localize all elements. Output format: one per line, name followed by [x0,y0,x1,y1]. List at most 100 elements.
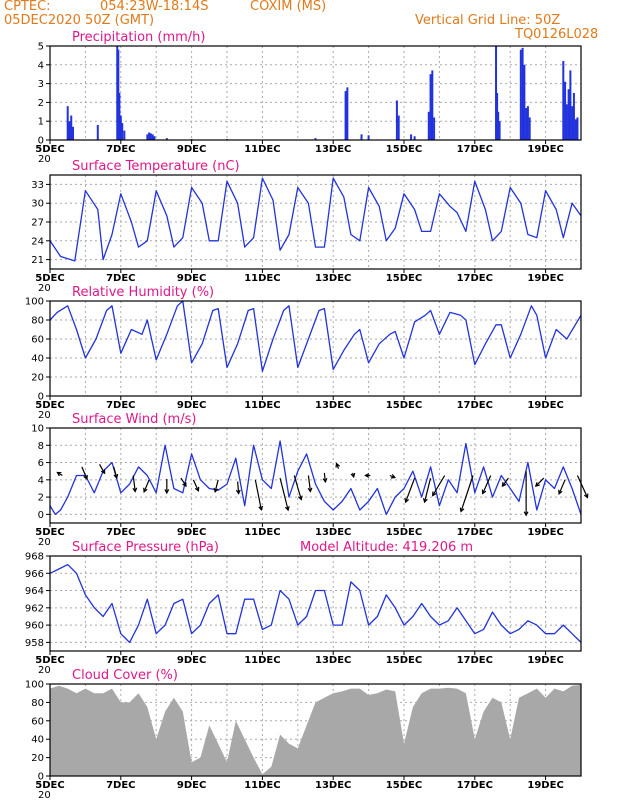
wind-vector-shaft [180,477,187,487]
precip-bar [118,93,121,140]
pressure-xtick-label: 5DEC [35,655,64,666]
wind-vector-head [390,474,396,479]
wind-vector-shaft [558,479,566,495]
pressure-annotation: Model Altitude: 419.206 m [300,540,473,555]
precip-bar [165,138,168,140]
pressure-ytick-label: 966 [25,569,44,580]
wind-vector-shaft [279,477,289,511]
humidity-ytick-label: 60 [31,335,44,346]
wind-ytick-label: 0 [38,510,44,521]
pressure-ytick-label: 964 [25,586,44,597]
pressure-frame [49,555,582,652]
wind-vector-head [481,489,487,495]
temperature-xtick-label: 7DEC [106,273,135,284]
cloud-xtick-label: 11DEC [244,780,280,791]
temperature-xtick-label: 17DEC [457,273,493,284]
wind-vector-shaft [113,466,118,479]
wind-vector-shaft [482,475,492,494]
precip-bar [523,64,526,140]
temperature-ytick-label: 24 [31,236,44,247]
humidity-frame [49,300,582,397]
pressure-xtick-label: 15DEC [386,655,422,666]
cloud-xtick-label: 5DEC [35,780,64,791]
precip-xtick-label: 15DEC [386,144,422,155]
wind-vector-shaft [99,463,106,474]
wind-vector-head [258,505,264,512]
cloud-area [50,684,581,776]
precip-bar [427,111,430,140]
wind-vector-shaft [132,475,136,492]
wind-vector-head [335,462,340,468]
temperature-xtick-label: 11DEC [244,273,280,284]
cloud-xtick-label: 17DEC [457,780,493,791]
precip-bar [569,70,572,140]
precip-bar [72,126,75,140]
humidity-ytick-label: 20 [31,373,44,384]
precip-xtick-label: 9DEC [177,144,206,155]
wind-vector-head [132,487,138,493]
cloud-ytick-label: 100 [25,680,44,691]
temperature-ytick-label: 30 [31,199,44,210]
cloud-xtick-label: 7DEC [106,780,135,791]
wind-vector-shaft [81,466,88,480]
wind-vector-shaft [432,475,446,496]
wind-ytick-label: 10 [31,424,44,435]
cloud-frame [49,683,582,777]
humidity-series-line [49,300,582,372]
wind-vector-head [501,482,507,488]
header-code: TQ0126L028 [515,27,599,42]
wind-vector-head [113,473,119,480]
humidity-xtick-label: 11DEC [244,400,280,411]
precip-bar [116,46,119,140]
precip-ytick-label: 5 [38,42,44,53]
wind-vector-shaft [460,475,474,512]
cloud-title: Cloud Cover (%) [72,668,178,683]
cloud-xtick-label: 19DEC [527,780,563,791]
precip-bar [519,49,522,141]
wind-frame [49,427,582,524]
precip-bar [314,138,317,140]
wind-vector-head [284,506,290,512]
humidity-xtick-label: 5DEC [35,400,64,411]
wind-vector-shaft [214,479,219,492]
wind-vector-shaft [576,475,589,498]
humidity-xtick-label: 13DEC [315,400,351,411]
pressure-ytick-label: 968 [25,552,44,563]
cloud-ytick-label: 60 [31,716,44,727]
precip-xtick-label: 11DEC [244,144,280,155]
pressure-xtick-label: 17DEC [457,655,493,666]
precip-xtick-label: 17DEC [457,144,493,155]
precip-bar [96,124,99,140]
wind-xtick-label: 7DEC [106,527,135,538]
cloud-ytick-label: 0 [38,772,44,783]
wind-vector-head [56,471,62,477]
precip-bar [526,106,529,140]
precip-bar [121,123,124,140]
pressure-series-line [49,563,582,644]
pressure-ytick-label: 960 [25,621,44,632]
humidity-xtick-label: 7DEC [106,400,135,411]
pressure-ytick-label: 962 [25,603,44,614]
wind-ytick-label: 4 [38,475,44,486]
precip-bar [497,111,500,140]
precip-bar [562,61,565,140]
temperature-frame [49,174,582,270]
humidity-xtick-label: 15DEC [386,400,422,411]
temperature-title: Surface Temperature (nC) [72,159,240,174]
precip-bar [521,47,524,140]
wind-vector-head [350,472,356,479]
precip-ytick-label: 2 [38,98,44,109]
precip-bar [151,134,154,140]
header-run: 05DEC2020 50Z (GMT) [4,13,155,28]
temperature-ytick-label: 33 [31,180,44,191]
wind-vector-head [404,498,409,504]
wind-ytick-label: 6 [38,458,44,469]
humidity-xtick-label: 9DEC [177,400,206,411]
temperature-xtick-label: 15DEC [386,273,422,284]
precip-ytick-label: 4 [38,60,44,71]
precip-bar [565,104,568,140]
wind-vector-shaft [423,477,432,503]
precip-xtick-label: 7DEC [106,144,135,155]
humidity-ytick-label: 0 [38,392,44,403]
wind-xtick-label: 13DEC [315,527,351,538]
